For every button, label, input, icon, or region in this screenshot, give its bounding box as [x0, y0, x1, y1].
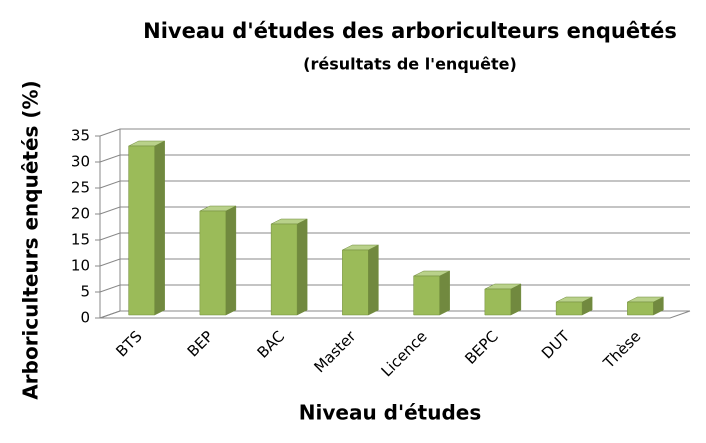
bar-front: [627, 301, 654, 316]
y-tick-label: 15: [71, 231, 90, 249]
x-tick-label: BEPC: [461, 327, 502, 368]
grid-line: [99, 284, 690, 293]
bar-front: [270, 223, 298, 316]
y-tick-label: 35: [71, 127, 90, 145]
bar: [627, 296, 664, 316]
x-axis-title: Niveau d'études: [299, 401, 481, 425]
back-wall-edge: [99, 136, 691, 319]
y-tick-label: 30: [71, 153, 90, 171]
bar-side: [225, 205, 237, 316]
bar: [270, 218, 308, 316]
y-tick-label: 0: [80, 309, 90, 327]
x-tick-label: Master: [310, 327, 360, 377]
bar-side: [510, 283, 522, 316]
bar-side: [439, 270, 450, 316]
grid-line: [99, 180, 690, 189]
y-axis-title: Arboriculteurs enquêtés (%): [19, 80, 43, 399]
y-tick-label: 20: [71, 205, 90, 223]
y-tick-label: 25: [71, 179, 90, 197]
bar-side: [154, 140, 165, 316]
bar: [555, 296, 593, 316]
bar: [128, 140, 165, 316]
y-tick-label: 5: [80, 283, 90, 301]
grid-line: [99, 232, 690, 241]
x-tick-label: BEP: [184, 327, 217, 360]
chart-subtitle: (résultats de l'enquête): [303, 55, 517, 74]
bar-front: [342, 249, 369, 316]
grid-line: [99, 258, 690, 267]
bar: [484, 283, 522, 316]
bar-front: [484, 288, 512, 316]
grid-line: [99, 128, 690, 137]
x-tick-label: BTS: [112, 327, 145, 360]
x-tick-label: DUT: [538, 327, 574, 363]
grid-line: [99, 206, 690, 215]
x-tick-label: Thèse: [599, 327, 644, 372]
bar-side: [296, 218, 308, 316]
bar-side: [368, 244, 379, 316]
y-tick-label: 10: [71, 257, 90, 275]
grid-line: [99, 154, 690, 163]
bar: [199, 205, 237, 316]
bar-front: [199, 210, 227, 316]
bar: [342, 244, 379, 316]
bar-front: [555, 301, 583, 316]
bar: [413, 270, 450, 316]
bar-front: [128, 145, 155, 316]
x-tick-label: Licence: [378, 327, 431, 380]
grid-line: [99, 310, 690, 319]
chart-title: Niveau d'études des arboriculteurs enquê…: [143, 19, 677, 43]
x-tick-label: BAC: [254, 327, 288, 361]
bar-front: [413, 275, 440, 316]
